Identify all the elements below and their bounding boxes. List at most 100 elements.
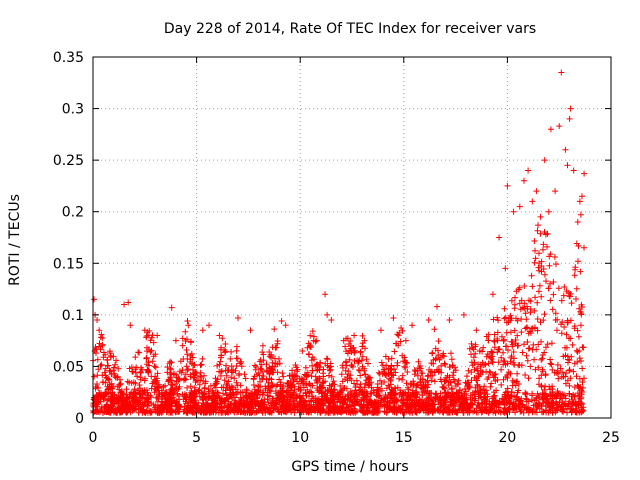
data-point-bg xyxy=(544,341,551,348)
data-point-bg xyxy=(307,332,314,339)
data-point-bg xyxy=(359,353,366,360)
data-point-bg xyxy=(223,362,230,369)
data-point-bg xyxy=(538,268,545,275)
data-point-bg xyxy=(147,349,154,355)
data-point-bg xyxy=(352,400,358,407)
data-point-bg xyxy=(279,385,286,392)
data-point-bg xyxy=(494,314,501,321)
data-point-bg xyxy=(573,240,580,247)
data-point-bg xyxy=(444,372,451,379)
data-point-bg xyxy=(532,366,539,373)
data-point-bg xyxy=(145,369,152,375)
data-point xyxy=(216,332,223,339)
data-point-bg xyxy=(314,387,321,394)
data-point-bg xyxy=(517,306,524,313)
data-point-bg xyxy=(327,366,334,373)
data-point-bg xyxy=(176,368,183,375)
data-point-bg xyxy=(514,317,521,324)
data-point-bg xyxy=(196,386,203,393)
data-point-bg xyxy=(259,375,266,382)
data-point-bg xyxy=(228,368,235,375)
data-point-bg xyxy=(579,379,586,386)
data-point-bg xyxy=(508,297,515,304)
data-point-bg xyxy=(182,371,189,378)
data-point-bg xyxy=(251,362,258,369)
data-point xyxy=(510,208,517,215)
data-point-bg xyxy=(581,375,587,382)
data-point-bg xyxy=(391,398,398,405)
data-point-bg xyxy=(531,259,538,266)
data-point-bg xyxy=(538,293,545,300)
data-point-bg xyxy=(528,272,535,279)
data-point-bg xyxy=(472,395,479,402)
data-point-bg xyxy=(577,211,584,218)
data-point-bg xyxy=(331,386,338,393)
data-point-bg xyxy=(359,405,365,412)
data-point-bg xyxy=(439,394,446,401)
data-point-bg xyxy=(353,392,360,399)
data-point-bg xyxy=(227,391,234,398)
data-point-bg xyxy=(555,285,562,292)
data-point-bg xyxy=(535,288,542,295)
data-point-bg xyxy=(298,387,304,394)
data-point-bg xyxy=(514,370,521,377)
data-point-bg xyxy=(231,400,238,406)
data-point-bg xyxy=(263,367,270,374)
data-point xyxy=(570,167,577,174)
data-point-bg xyxy=(318,383,325,389)
data-point-bg xyxy=(446,408,453,415)
data-point-bg xyxy=(199,396,206,403)
data-point-bg xyxy=(338,395,345,402)
data-point-bg xyxy=(523,404,530,411)
data-point-bg xyxy=(532,255,539,262)
data-point-bg xyxy=(391,348,398,355)
data-point-bg xyxy=(461,391,468,398)
data-point-bg xyxy=(134,373,141,380)
data-point-bg xyxy=(385,371,392,378)
data-point-bg xyxy=(105,362,112,369)
data-point-bg xyxy=(305,351,312,358)
data-point-bg xyxy=(151,363,158,370)
data-point-bg xyxy=(495,317,501,324)
data-point-bg xyxy=(468,351,474,358)
data-point-bg xyxy=(375,400,382,407)
data-point xyxy=(552,188,559,195)
data-point xyxy=(574,219,581,225)
data-point-bg xyxy=(336,403,343,410)
data-point-bg xyxy=(562,380,569,387)
data-point-bg xyxy=(540,241,547,248)
data-point-bg xyxy=(577,308,584,315)
data-point-bg xyxy=(526,297,532,304)
data-point-bg xyxy=(579,365,586,372)
data-point-bg xyxy=(571,360,578,367)
data-point-bg xyxy=(138,404,145,411)
data-point-bg xyxy=(508,393,515,399)
data-point-bg xyxy=(403,380,410,387)
data-point-bg xyxy=(529,390,536,397)
data-point-bg xyxy=(104,408,110,415)
data-point-bg xyxy=(272,355,278,362)
data-point xyxy=(504,182,511,189)
data-point-bg xyxy=(159,404,166,411)
data-point-bg xyxy=(378,359,385,366)
data-point-bg xyxy=(314,403,321,410)
data-point-bg xyxy=(124,401,131,408)
data-point-bg xyxy=(387,367,394,373)
data-point-bg xyxy=(363,356,370,363)
data-point-bg xyxy=(165,376,172,383)
data-point-bg xyxy=(500,337,507,344)
data-point-bg xyxy=(531,238,538,244)
data-point-bg xyxy=(535,222,541,229)
data-point-bg xyxy=(539,390,546,396)
data-point-bg xyxy=(580,404,587,411)
data-point-bg xyxy=(160,383,167,390)
data-point-bg xyxy=(411,402,418,409)
data-point-bg xyxy=(288,407,295,414)
data-point-bg xyxy=(139,408,146,415)
data-point-bg xyxy=(529,408,536,415)
data-point-bg xyxy=(536,282,543,289)
data-point-bg xyxy=(538,338,544,345)
data-point-bg xyxy=(490,374,497,381)
data-point-bg xyxy=(139,366,146,373)
